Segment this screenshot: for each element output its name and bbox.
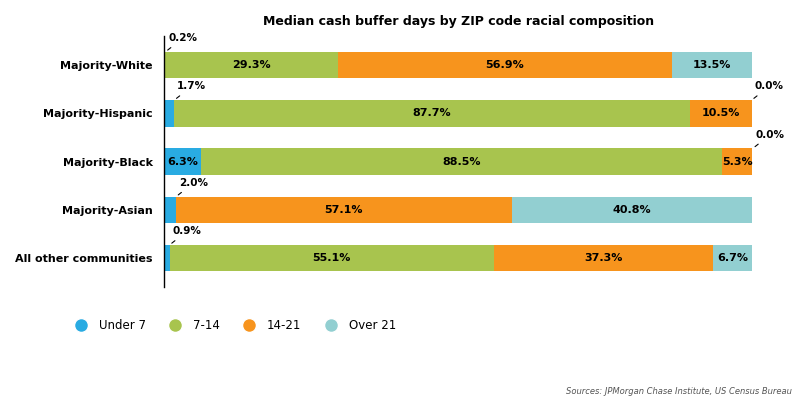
Text: 1.7%: 1.7% — [177, 81, 206, 98]
Bar — [164, 148, 202, 175]
Bar — [164, 52, 166, 78]
Text: 10.5%: 10.5% — [702, 108, 740, 118]
Bar — [170, 245, 494, 272]
Bar — [713, 245, 752, 272]
Bar — [672, 52, 752, 78]
Bar — [202, 148, 722, 175]
Bar — [164, 100, 174, 127]
Bar — [164, 197, 176, 223]
Text: Sources: JPMorgan Chase Institute, US Census Bureau: Sources: JPMorgan Chase Institute, US Ce… — [566, 387, 792, 396]
Bar — [166, 52, 338, 78]
Text: 57.1%: 57.1% — [325, 205, 363, 215]
Text: 29.3%: 29.3% — [232, 60, 271, 70]
Text: 37.3%: 37.3% — [584, 253, 622, 263]
Text: 0.2%: 0.2% — [168, 33, 198, 50]
Text: 2.0%: 2.0% — [178, 178, 208, 195]
Bar — [494, 245, 713, 272]
Legend: Under 7, 7-14, 14-21, Over 21: Under 7, 7-14, 14-21, Over 21 — [64, 314, 401, 336]
Text: 0.0%: 0.0% — [755, 130, 785, 147]
Text: 0.0%: 0.0% — [754, 81, 784, 98]
Bar — [164, 245, 170, 272]
Text: 5.3%: 5.3% — [722, 157, 753, 167]
Text: 0.9%: 0.9% — [172, 226, 202, 243]
Bar — [174, 100, 690, 127]
Text: 6.7%: 6.7% — [717, 253, 748, 263]
Bar — [338, 52, 672, 78]
Bar — [722, 148, 753, 175]
Text: 87.7%: 87.7% — [413, 108, 451, 118]
Text: 55.1%: 55.1% — [312, 253, 350, 263]
Text: 40.8%: 40.8% — [613, 205, 651, 215]
Text: 6.3%: 6.3% — [167, 157, 198, 167]
Title: Median cash buffer days by ZIP code racial composition: Median cash buffer days by ZIP code raci… — [262, 15, 654, 28]
Text: 88.5%: 88.5% — [442, 157, 481, 167]
Bar — [690, 100, 752, 127]
Bar — [176, 197, 512, 223]
Text: 56.9%: 56.9% — [486, 60, 525, 70]
Text: 13.5%: 13.5% — [693, 60, 731, 70]
Bar — [512, 197, 752, 223]
